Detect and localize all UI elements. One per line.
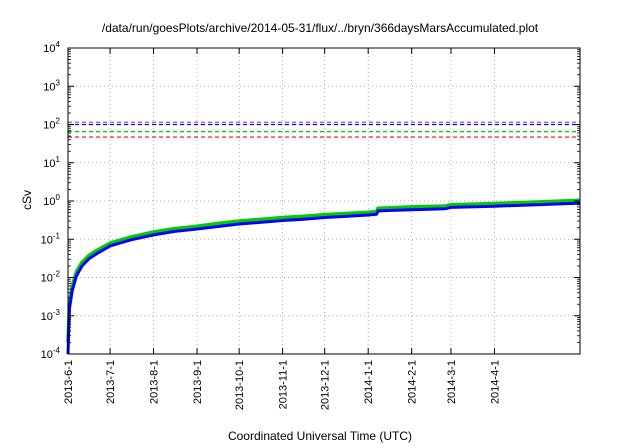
x-axis-label: Coordinated Universal Time (UTC)	[227, 429, 413, 443]
y-tick-label: 102	[43, 117, 60, 132]
axis-ticks	[67, 47, 580, 355]
grid-lines	[68, 48, 580, 354]
y-tick-label: 10-3	[41, 308, 61, 323]
y-tick-label: 101	[43, 155, 60, 170]
x-tick-label: 2014-3-1	[446, 360, 458, 404]
y-tick-label: 10-1	[41, 231, 61, 246]
series-line-blue	[66, 201, 581, 355]
y-tick-label: 10-4	[41, 346, 61, 361]
y-tick-label: 100	[43, 193, 60, 208]
x-tick-label: 2013-11-1	[278, 360, 290, 409]
x-tick-label: 2013-10-1	[234, 360, 246, 410]
x-tick-label: 2013-8-1	[149, 360, 161, 404]
x-tick-labels: 2013-6-1 2013-7-1 2013-8-1 2013-9-1 2013-10-…	[63, 360, 501, 410]
x-tick-label: 2013-12-1	[320, 360, 332, 410]
y-tick-label: 10-2	[41, 270, 61, 285]
x-tick-label: 2013-7-1	[105, 360, 117, 404]
y-axis-label: cSv	[20, 189, 34, 211]
series-lines	[66, 198, 581, 355]
x-tick-label: 2013-9-1	[192, 360, 204, 404]
reference-lines	[68, 121, 580, 138]
chart-title: /data/run/goesPlots/archive/2014-05-31/f…	[101, 21, 539, 35]
series-line-green	[66, 198, 581, 343]
x-tick-label: 2014-4-1	[489, 360, 501, 404]
y-tick-labels: 10-4 10-3 10-2 10-1 100 101 102 103 104	[41, 40, 61, 361]
y-tick-label: 103	[43, 78, 60, 93]
x-tick-label: 2013-6-1	[63, 360, 75, 404]
x-tick-label: 2014-2-1	[407, 360, 419, 404]
y-tick-label: 104	[43, 40, 60, 55]
x-tick-label: 2014-1-1	[363, 360, 375, 404]
